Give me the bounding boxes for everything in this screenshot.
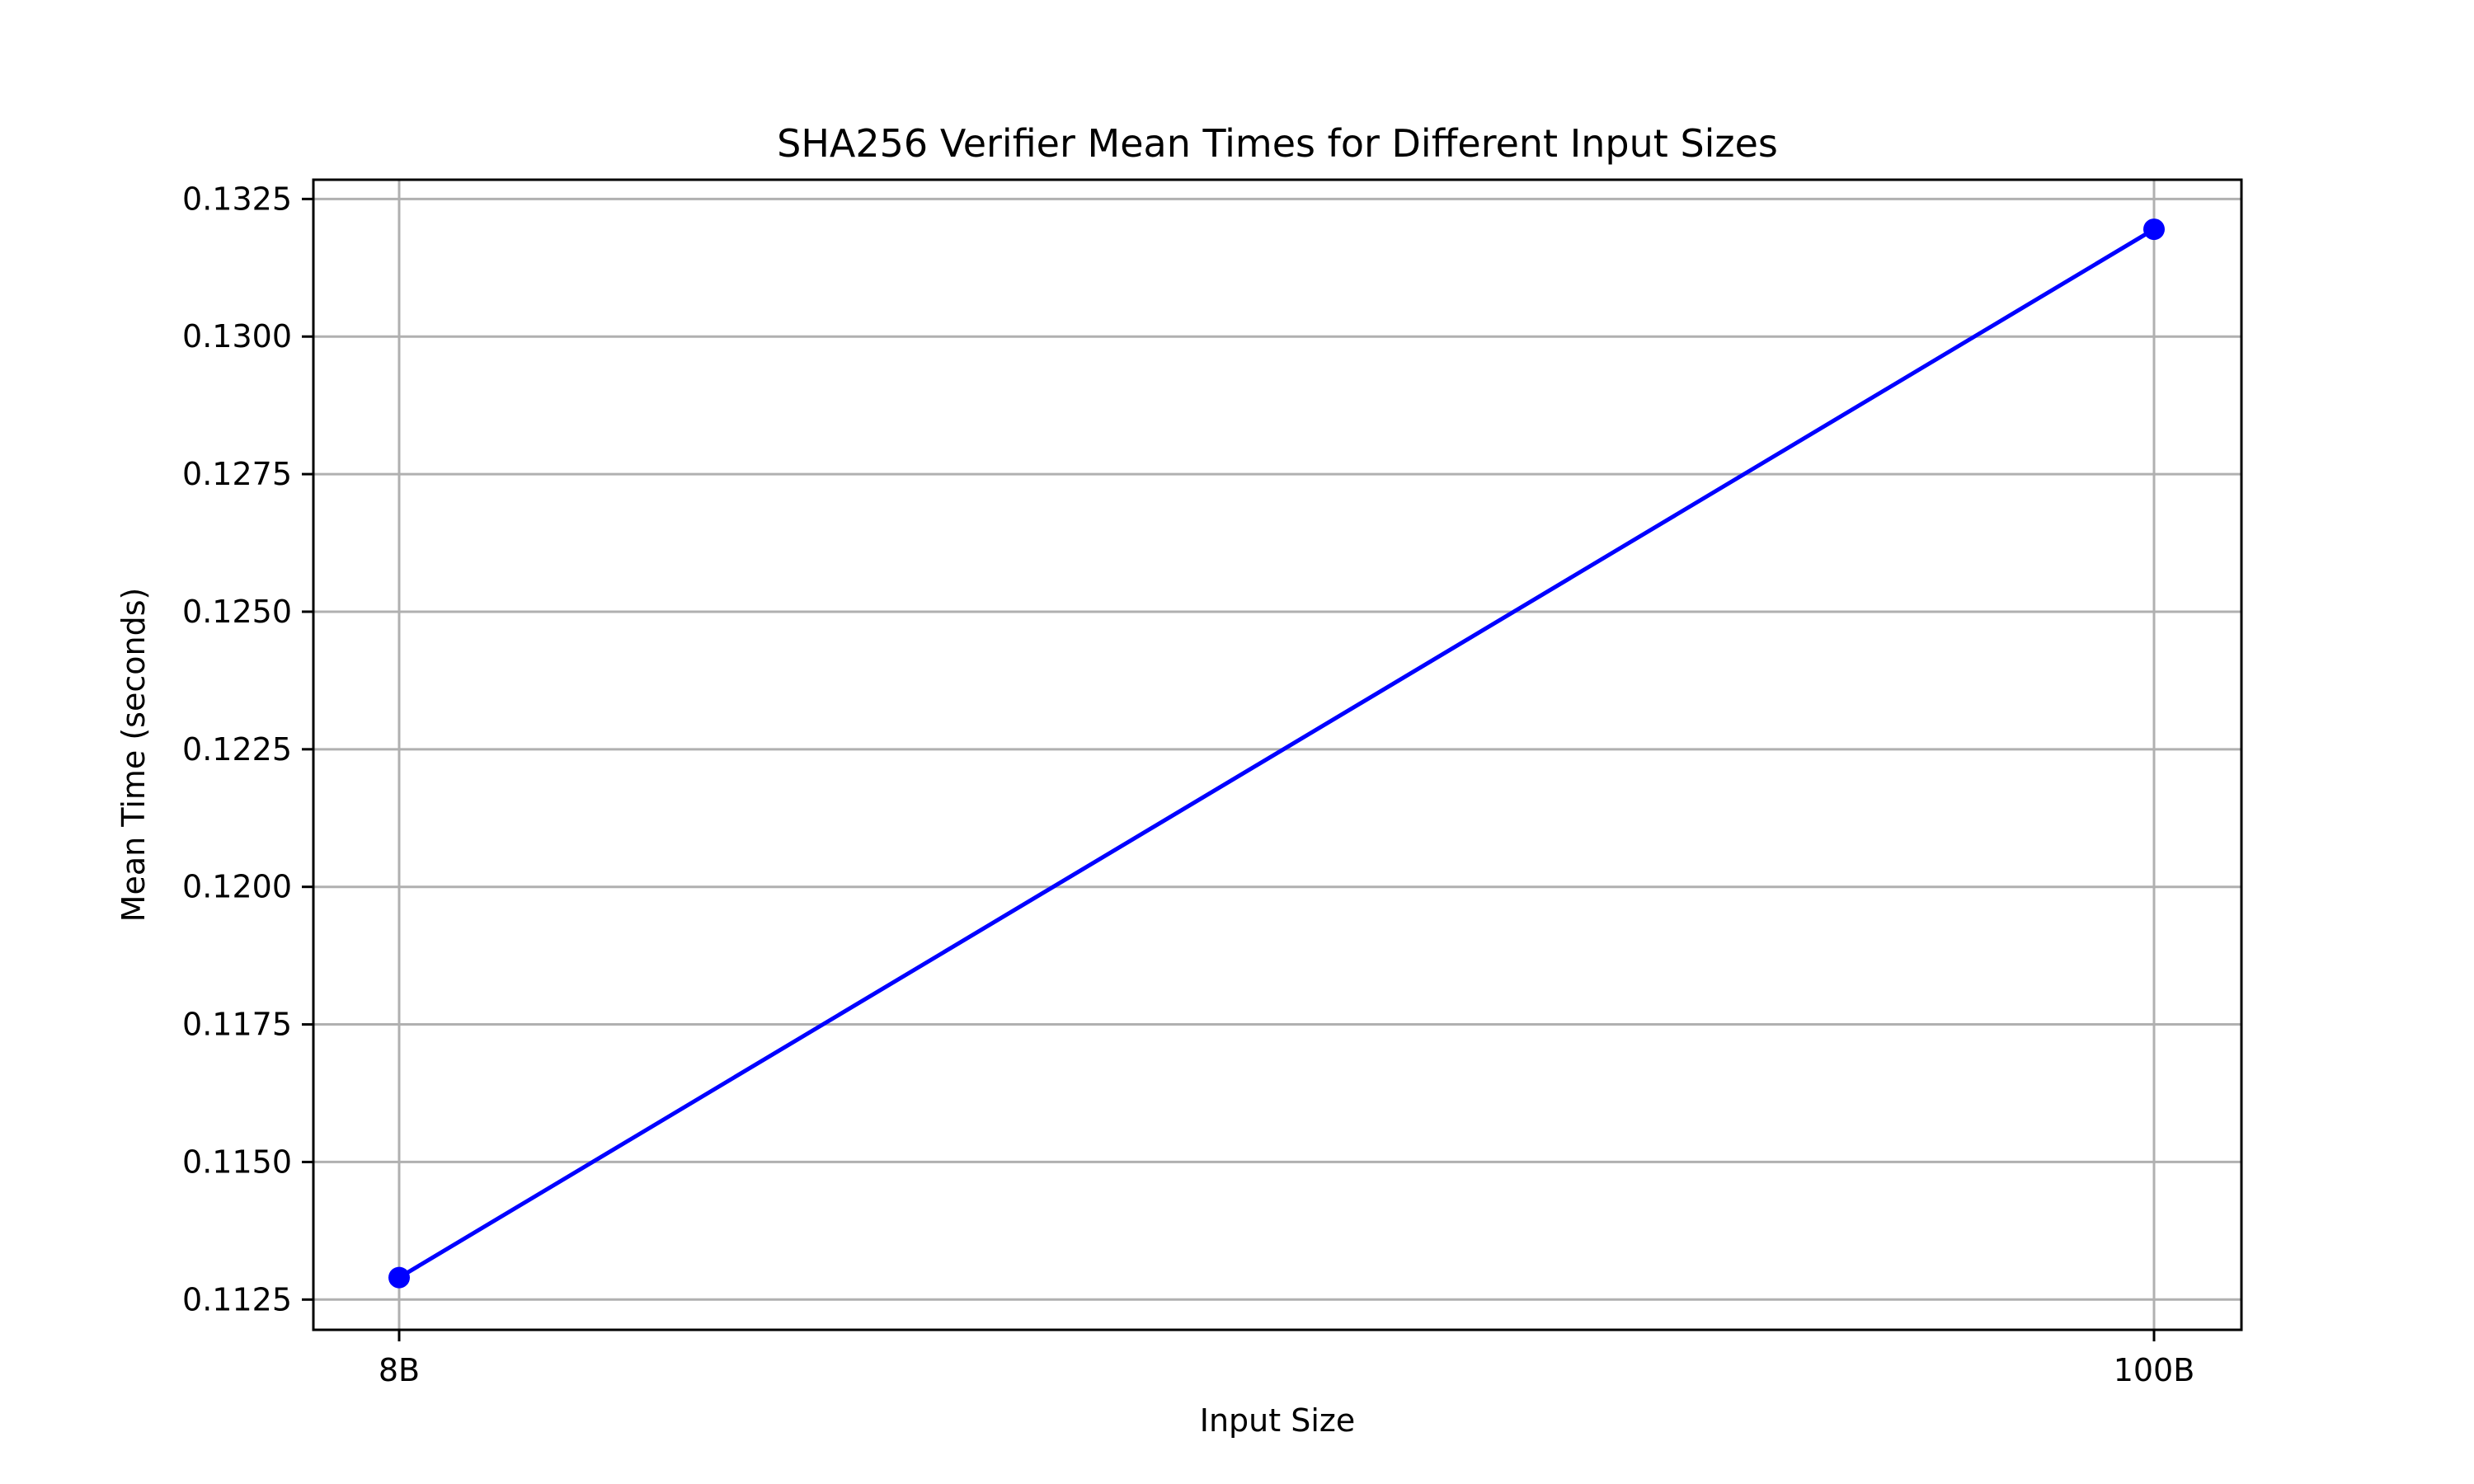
plot-frame <box>312 178 2243 1331</box>
x-tick-label: 100B <box>2114 1352 2195 1388</box>
series-line <box>397 227 2157 1280</box>
y-tick-label: 0.1175 <box>182 1007 292 1043</box>
grid-lines <box>313 180 2241 1330</box>
data-point <box>388 1266 410 1289</box>
y-tick-label: 0.1275 <box>182 456 292 492</box>
y-tick-label: 0.1300 <box>182 318 292 355</box>
y-tick-label: 0.1200 <box>182 869 292 905</box>
y-tick-label: 0.1150 <box>182 1144 292 1180</box>
data-point <box>2143 218 2165 241</box>
y-tick-label: 0.1125 <box>182 1281 292 1317</box>
y-tick-label: 0.1225 <box>182 731 292 768</box>
x-tick-label: 8B <box>379 1352 420 1388</box>
y-tick-label: 0.1250 <box>182 594 292 630</box>
series-layer <box>388 218 2165 1289</box>
axis-ticks: 0.1125 0.1150 0.1175 0.1200 0.1225 0.1250 0.12… <box>182 181 2194 1388</box>
y-tick-label: 0.1325 <box>182 181 292 217</box>
x-axis-label: Input Size <box>1200 1402 1355 1439</box>
chart-title: SHA256 Verifier Mean Times for Different… <box>777 121 1778 166</box>
y-axis-label: Mean Time (seconds) <box>115 588 152 923</box>
